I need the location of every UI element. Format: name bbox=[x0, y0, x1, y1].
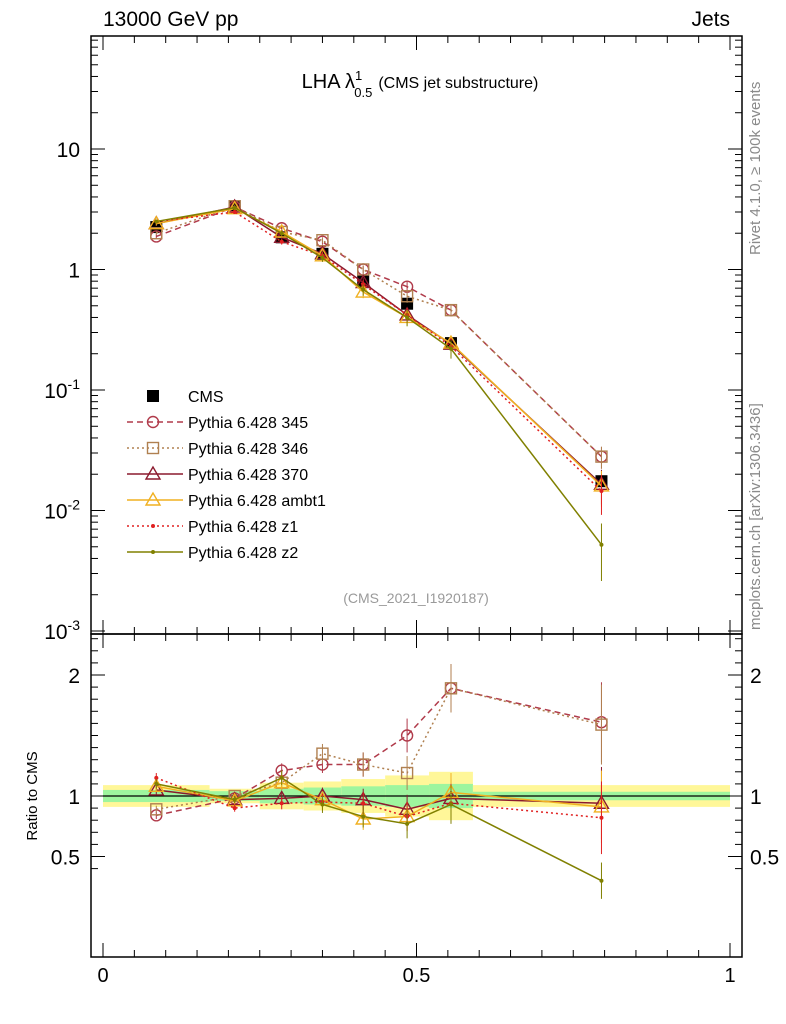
point-pythia-6-428-z2 bbox=[599, 542, 604, 547]
ratio-point-pythia-6-428-346 bbox=[150, 803, 163, 816]
ratio-point-pythia-6-428-z1 bbox=[154, 775, 159, 780]
point-pythia-6-428-z1 bbox=[599, 489, 604, 494]
legend-marker-pythia-6-428-ambt1 bbox=[144, 491, 162, 506]
axis-ticks bbox=[91, 36, 742, 957]
legend-marker-pythia-6-428-z2 bbox=[151, 550, 155, 554]
ratio-point-pythia-6-428-z1 bbox=[599, 815, 604, 820]
point-pythia-6-428-346 bbox=[444, 303, 458, 317]
point-pythia-6-428-z2 bbox=[448, 346, 453, 351]
ratio-tick-label-right: 2 bbox=[750, 665, 762, 688]
ratio-point-pythia-6-428-z1 bbox=[232, 806, 237, 811]
ratio-point-pythia-6-428-z2 bbox=[320, 802, 325, 807]
ratio-plot-frame bbox=[90, 633, 743, 958]
legend: CMS Pythia 6.428 345 Pythia 6.428 346 Pythi… bbox=[127, 389, 326, 562]
point-pythia-6-428-ambt1 bbox=[148, 215, 165, 230]
series-line-pythia-6-428-z1 bbox=[156, 211, 602, 492]
ratio-point-pythia-6-428-345 bbox=[400, 729, 414, 742]
ratio-point-pythia-6-428-z2 bbox=[232, 797, 237, 802]
legend-marker-pythia-6-428-z1 bbox=[151, 524, 155, 528]
y-tick-label: 1 bbox=[68, 260, 80, 283]
legend-label-pythia-6-428-ambt1: Pythia 6.428 ambt1 bbox=[188, 493, 326, 510]
legend-marker-cms bbox=[147, 390, 159, 402]
point-pythia-6-428-z2 bbox=[154, 219, 159, 224]
ratio-point-pythia-6-428-346 bbox=[357, 758, 370, 771]
x-tick-label: 0 bbox=[97, 965, 108, 987]
ratio-plot-series bbox=[148, 664, 610, 899]
ratio-tick-label-left: 2 bbox=[68, 665, 80, 688]
ratio-point-pythia-6-428-346 bbox=[316, 747, 329, 760]
header-collision-label: 13000 GeV pp bbox=[103, 8, 239, 31]
legend-marker-pythia-6-428-345 bbox=[146, 415, 160, 429]
ratio-point-pythia-6-428-z2 bbox=[448, 802, 453, 807]
ratio-point-pythia-6-428-370 bbox=[148, 781, 165, 796]
ratio-point-pythia-6-428-z2 bbox=[599, 878, 604, 883]
ratio-tick-label-right: 0.5 bbox=[750, 847, 779, 870]
point-pythia-6-428-z1 bbox=[279, 239, 284, 244]
x-tick-label: 0.5 bbox=[403, 965, 431, 987]
legend-label-pythia-6-428-346: Pythia 6.428 346 bbox=[188, 441, 308, 458]
y-tick-label: 10-2 bbox=[44, 497, 80, 524]
ratio-tick-label-left: 0.5 bbox=[51, 847, 80, 870]
point-cms bbox=[401, 297, 414, 310]
main-plot-series bbox=[148, 198, 610, 581]
y-tick-label: 10 bbox=[57, 139, 80, 162]
ratio-line-pythia-6-428-345 bbox=[156, 687, 602, 817]
point-pythia-6-428-346 bbox=[595, 450, 608, 463]
header-observable-label: Jets bbox=[691, 8, 730, 31]
point-pythia-6-428-z2 bbox=[320, 255, 325, 260]
ratio-tick-label-left: 1 bbox=[68, 786, 80, 809]
legend-label-pythia-6-428-z2: Pythia 6.428 z2 bbox=[188, 545, 298, 562]
x-tick-label: 1 bbox=[724, 965, 735, 987]
legend-label-pythia-6-428-z1: Pythia 6.428 z1 bbox=[188, 519, 298, 536]
legend-label-pythia-6-428-370: Pythia 6.428 370 bbox=[188, 467, 308, 484]
ratio-point-pythia-6-428-z2 bbox=[154, 781, 159, 786]
source-reference-label: mcplots.cern.ch [arXiv:1306.3436] bbox=[747, 403, 764, 630]
legend-marker-pythia-6-428-346 bbox=[146, 441, 160, 455]
point-pythia-6-428-z2 bbox=[279, 231, 284, 236]
ratio-point-pythia-6-428-ambt1 bbox=[273, 774, 290, 789]
legend-label-pythia-6-428-345: Pythia 6.428 345 bbox=[188, 415, 308, 432]
y-tick-label: 10-3 bbox=[44, 617, 80, 644]
point-pythia-6-428-346 bbox=[400, 290, 414, 303]
ratio-line-pythia-6-428-z1 bbox=[156, 777, 602, 819]
chart-title: LHA λ1 0.5(CMS jet substructure) bbox=[302, 68, 539, 100]
series-line-pythia-6-428-346 bbox=[156, 205, 602, 458]
analysis-watermark: (CMS_2021_I1920187) bbox=[343, 590, 489, 606]
series-line-pythia-6-428-z2 bbox=[156, 207, 603, 546]
ratio-point-pythia-6-428-z2 bbox=[405, 821, 410, 826]
y-tick-label: 10-1 bbox=[44, 376, 80, 403]
point-pythia-6-428-346 bbox=[150, 227, 163, 240]
ratio-point-pythia-6-428-346 bbox=[595, 718, 608, 731]
ratio-point-pythia-6-428-z1 bbox=[361, 801, 366, 806]
ratio-line-pythia-6-428-370 bbox=[156, 789, 602, 811]
ratio-point-pythia-6-428-z1 bbox=[279, 801, 284, 806]
ratio-point-pythia-6-428-346 bbox=[400, 766, 414, 780]
uncertainty-bands bbox=[103, 771, 730, 821]
ratio-line-pythia-6-428-ambt1 bbox=[156, 781, 602, 820]
point-pythia-6-428-z2 bbox=[405, 315, 410, 320]
point-pythia-6-428-z2 bbox=[232, 205, 237, 210]
point-pythia-6-428-z2 bbox=[361, 287, 366, 292]
ratio-point-pythia-6-428-z2 bbox=[361, 814, 366, 819]
rivet-version-label: Rivet 4.1.0, ≥ 100k events bbox=[747, 81, 764, 255]
point-pythia-6-428-z1 bbox=[232, 210, 237, 215]
ratio-point-pythia-6-428-346 bbox=[444, 682, 458, 695]
ratio-y-axis-label: Ratio to CMS bbox=[24, 751, 41, 840]
ratio-tick-label-right: 1 bbox=[750, 786, 762, 809]
axis-labels: 0 0.5 1 10-3 10-2 10-1 1 10 0.5 0.5 1 1 2 2 bbox=[44, 139, 779, 987]
ratio-line-pythia-6-428-z2 bbox=[156, 776, 602, 882]
legend-marker-pythia-6-428-370 bbox=[144, 465, 162, 480]
ratio-point-pythia-6-428-z2 bbox=[279, 775, 284, 780]
legend-label-cms: CMS bbox=[188, 389, 224, 406]
